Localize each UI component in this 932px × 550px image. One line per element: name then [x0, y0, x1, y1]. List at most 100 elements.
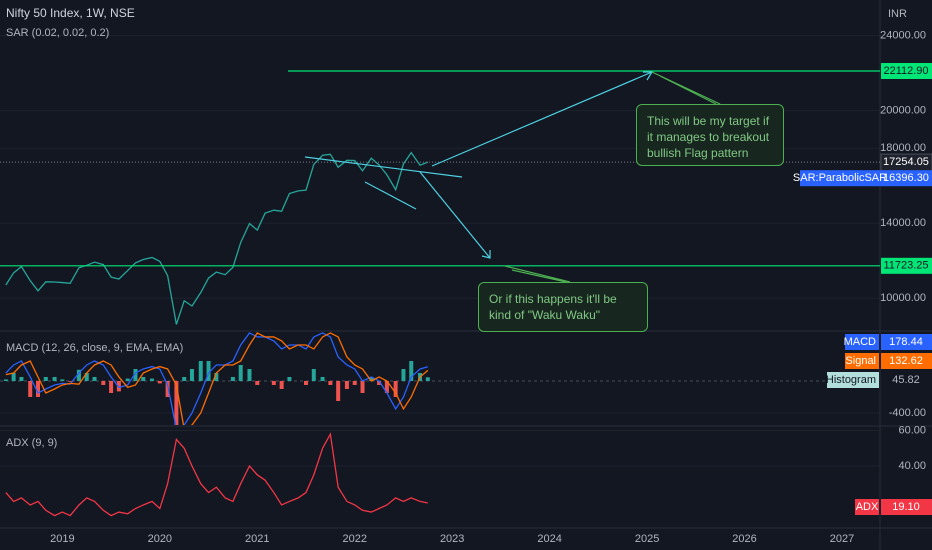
- legend-name: Histogram: [826, 374, 876, 386]
- indicator-title: ADX (9, 9): [6, 437, 57, 449]
- histogram-bar: [384, 380, 389, 393]
- histogram-bar: [425, 377, 430, 381]
- currency: INR: [888, 8, 907, 20]
- x-tick-label: 2027: [830, 533, 854, 545]
- annotation: Or if this happens it'll be kind of "Wak…: [478, 282, 648, 332]
- flag-upper: [304, 156, 463, 178]
- adx-name: ADX: [856, 501, 879, 513]
- histogram-bar: [247, 368, 252, 381]
- y-tick-label: 10000.00: [880, 292, 926, 304]
- legend-name-box: [827, 372, 879, 388]
- y-tick-label: 18000.00: [880, 142, 926, 154]
- histogram-bar: [198, 360, 203, 381]
- x-tick-label: 2024: [537, 533, 561, 545]
- histogram-bar: [409, 360, 414, 381]
- histogram-bar: [101, 380, 106, 385]
- sar-value: 16396.30: [883, 172, 929, 184]
- histogram-bar: [206, 360, 211, 381]
- y-tick-label: 60.00: [898, 424, 926, 436]
- histogram-bar: [344, 380, 349, 389]
- level-box: [881, 63, 932, 80]
- histogram-bar: [360, 380, 365, 393]
- histogram-bar: [68, 380, 73, 382]
- histogram-bar: [369, 376, 374, 381]
- x-tick-label: 2022: [342, 533, 366, 545]
- histogram-bar: [311, 368, 316, 381]
- histogram-bar: [320, 376, 325, 381]
- histogram-bar: [214, 372, 219, 381]
- labels: 2019 2020 2021 2022 2023 2024 2025 2026 2027 1000…: [50, 30, 932, 545]
- arrow-head: [481, 250, 491, 259]
- signal-line: [5, 332, 429, 425]
- histogram-bar: [279, 380, 284, 389]
- sar-box: [800, 170, 932, 187]
- histogram-bar: [401, 368, 406, 381]
- histogram-bar: [336, 380, 341, 401]
- level-label: 11723.25: [883, 260, 928, 272]
- symbol: Nifty 50 Index, 1W, NSE: [6, 6, 135, 20]
- arrow-head: [643, 71, 654, 81]
- macd-line: [5, 332, 429, 425]
- x-tick-label: 2023: [440, 533, 464, 545]
- legend-name-box: [845, 353, 879, 369]
- legend-value-box: [881, 353, 932, 369]
- arrow-up: [431, 71, 653, 167]
- legend-name: MACD: [844, 336, 876, 348]
- histogram-bar: [109, 380, 114, 393]
- histogram-bar: [150, 378, 155, 381]
- x-tick-label: 2026: [732, 533, 756, 545]
- legend-value: 45.82: [892, 374, 920, 386]
- legend-value-box: [881, 334, 932, 350]
- histogram-bar: [287, 376, 292, 381]
- histogram-bar: [141, 376, 146, 381]
- histogram-bar: [116, 380, 121, 392]
- drawings: [304, 71, 721, 283]
- callout: [651, 71, 721, 105]
- histogram-bar: [125, 378, 130, 381]
- grid: [0, 35, 880, 467]
- level-box: [881, 257, 932, 274]
- legend-value: 132.62: [889, 355, 923, 367]
- last-price: 17254.05: [883, 156, 929, 168]
- y-tick-label: -400.00: [889, 407, 926, 419]
- histogram-bar: [157, 380, 162, 384]
- histogram-bar: [165, 380, 170, 397]
- histogram-bar: [92, 376, 97, 381]
- histogram-bar: [19, 376, 24, 381]
- histogram-bar: [84, 372, 89, 381]
- histogram-bar: [238, 364, 243, 381]
- level-label: 22112.90: [883, 65, 928, 77]
- callout: [504, 265, 571, 283]
- histogram-bar: [377, 380, 382, 385]
- y-tick-label: 20000.00: [880, 105, 926, 117]
- adx-value-box: [881, 499, 932, 515]
- histogram-bar: [255, 380, 260, 385]
- histogram-bar: [43, 376, 48, 381]
- y-tick-label: 24000.00: [880, 30, 926, 42]
- histogram-bar: [11, 372, 16, 381]
- x-tick-label: 2025: [635, 533, 659, 545]
- histogram-bar: [133, 368, 138, 381]
- arrow-down: [419, 171, 491, 259]
- indicator-title: MACD (12, 26, close, 9, EMA, EMA): [6, 342, 183, 354]
- legend-value-box: [881, 372, 932, 388]
- histogram-bar: [28, 380, 33, 397]
- histogram-bar: [230, 376, 235, 381]
- y-tick-label: 40.00: [898, 460, 926, 472]
- legend-name-box: [845, 334, 879, 350]
- histogram-bar: [36, 380, 41, 397]
- histogram-bar: [271, 380, 276, 385]
- flag-lower: [364, 181, 417, 210]
- legend-name: Signal: [845, 355, 876, 367]
- histogram-bar: [189, 368, 194, 381]
- adx-name-box: [855, 499, 879, 515]
- histogram-bar: [60, 379, 65, 381]
- histogram-bar: [182, 376, 187, 381]
- histogram-bar: [393, 380, 398, 397]
- x-tick-label: 2020: [148, 533, 172, 545]
- adx-line: [5, 432, 428, 517]
- histogram-bar: [304, 380, 309, 385]
- adx-value: 19.10: [892, 501, 920, 513]
